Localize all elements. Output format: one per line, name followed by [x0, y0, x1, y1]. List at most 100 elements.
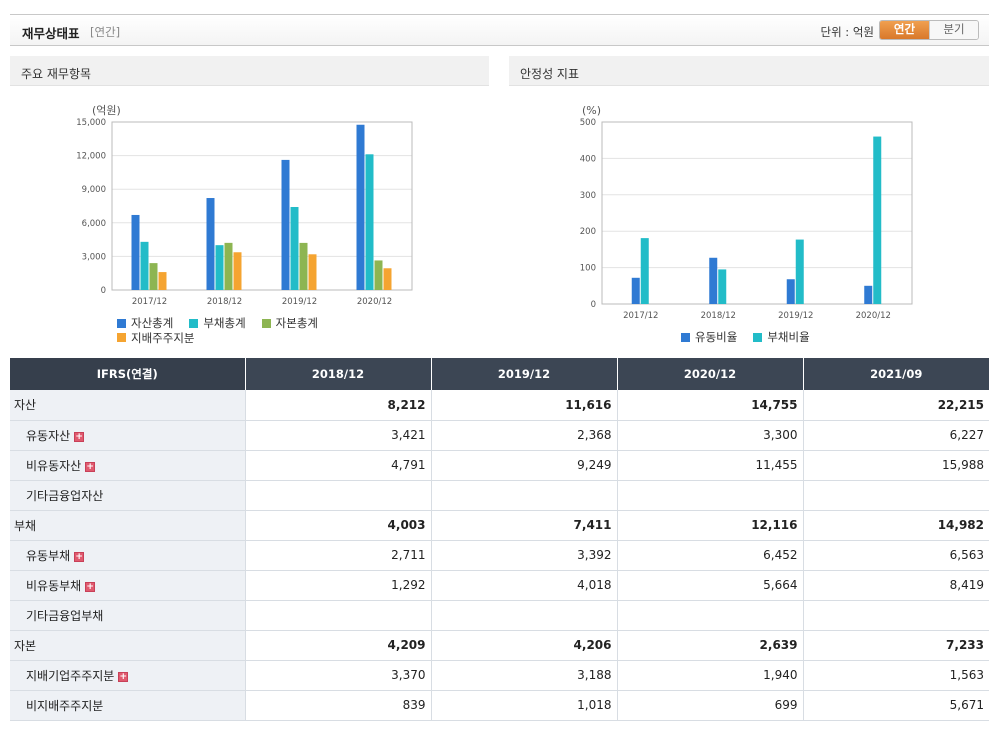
section-title: 재무상태표 [22, 26, 80, 41]
table-row: 비지배주주지분 839 1,018 699 5,671 [10, 690, 989, 721]
value-cell: 3,392 [430, 540, 617, 571]
value-cell: 11,616 [430, 390, 617, 421]
legend-label: 자산총계 [131, 316, 174, 330]
row-label-cell: 유동부채 + [10, 540, 245, 571]
y-tick-label: 15,000 [76, 118, 106, 128]
bar [356, 124, 365, 290]
value-cell: 1,563 [802, 660, 989, 691]
bar [281, 159, 290, 290]
row-label: 지배기업주주지분 [26, 668, 115, 683]
column-header: 2018/12 [244, 358, 431, 390]
expand-icon[interactable]: + [74, 551, 85, 562]
y-tick-label: 400 [580, 154, 596, 164]
value-cell: 1,940 [616, 660, 803, 691]
value-cell: 2,711 [244, 540, 431, 571]
row-label: 기타금융업자산 [26, 488, 104, 503]
bar [149, 263, 158, 290]
value-cell: 14,755 [616, 390, 803, 421]
bar [308, 254, 317, 290]
value-cell [802, 480, 989, 511]
table-row: 비유동부채 +1,292 4,018 5,664 8,419 [10, 570, 989, 601]
expand-icon[interactable]: + [85, 461, 96, 472]
legend-item: 유동비율 [681, 330, 737, 344]
value-cell: 6,227 [802, 420, 989, 451]
bar [786, 279, 795, 304]
value-cell: 2,368 [430, 420, 617, 451]
y-tick-label: 100 [580, 264, 596, 274]
value-cell: 14,982 [802, 510, 989, 541]
legend-label: 부채총계 [203, 316, 246, 330]
bar [873, 136, 882, 304]
legend-item: 자본총계 [261, 316, 318, 330]
main-items-legend: 자산총계 부채총계 자본총계 지배주주지분 [117, 316, 417, 345]
stability-panel: 안정성 지표 (%) 0 100 200 300 400 500 2017/12 2018/12… [509, 56, 989, 356]
x-tick-label: 2018/12 [701, 311, 736, 321]
y-tick-label: 200 [580, 227, 596, 237]
stability-chart: (%) 0 100 200 300 400 500 2017/12 2018/12 2019/12… [580, 104, 913, 321]
bar [140, 241, 149, 290]
legend-item: 부채비율 [753, 330, 810, 344]
bar [215, 245, 224, 290]
value-cell: 22,215 [802, 390, 989, 421]
section-header: 재무상태표 [연간] 단위 : 억원 연간 분기 [10, 14, 989, 46]
unit-label: 단위 : 억원 [820, 25, 874, 39]
value-cell: 839 [244, 690, 431, 721]
value-cell: 11,455 [616, 450, 803, 481]
period-toggle: 연간 분기 [879, 20, 979, 40]
row-label: 부채 [14, 518, 37, 533]
chart-unit-label: (억원) [92, 104, 121, 117]
value-cell: 5,671 [802, 690, 989, 721]
value-cell: 4,209 [244, 630, 431, 661]
table-row: 기타금융업자산 [10, 480, 989, 511]
quarter-toggle-button[interactable]: 분기 [929, 21, 978, 39]
row-label: 유동자산 [26, 428, 71, 443]
y-tick-label: 6,000 [82, 219, 106, 229]
value-cell: 7,411 [430, 510, 617, 541]
value-cell: 699 [616, 690, 803, 721]
plot-frame [601, 121, 913, 305]
expand-icon[interactable]: + [118, 671, 129, 682]
stability-title: 안정성 지표 [509, 56, 989, 86]
y-tick-label: 300 [580, 191, 596, 201]
value-cell: 8,212 [244, 390, 431, 421]
y-tick-label: 3,000 [82, 252, 106, 262]
value-cell: 5,664 [616, 570, 803, 601]
table-row: 비유동자산 +4,791 9,249 11,455 15,988 [10, 450, 989, 481]
value-cell: 4,003 [244, 510, 431, 541]
value-cell [430, 480, 617, 511]
value-cell [430, 600, 617, 631]
row-label-cell: 부채 [10, 510, 245, 541]
expand-icon[interactable]: + [85, 581, 96, 592]
row-label: 자산 [14, 398, 37, 413]
row-label: 기타금융업부채 [26, 608, 104, 623]
expand-icon[interactable]: + [74, 431, 85, 442]
value-cell: 4,791 [244, 450, 431, 481]
bar [299, 242, 308, 290]
table-row: 자산 8,212 11,616 14,755 22,215 [10, 390, 989, 421]
bar [158, 272, 167, 290]
legend-label: 유동비율 [695, 330, 738, 344]
bar [233, 252, 242, 290]
column-header: 2019/12 [430, 358, 617, 390]
x-tick-label: 2020/12 [856, 311, 891, 321]
row-label-cell: 기타금융업부채 [10, 600, 245, 631]
value-cell: 12,116 [616, 510, 803, 541]
main-items-chart: (억원) 0 3,000 6,000 9,000 12,000 15,000 2017/12 2… [76, 104, 413, 307]
ifrs-header: IFRS(연결) [10, 358, 245, 390]
value-cell: 3,421 [244, 420, 431, 451]
row-label-cell: 지배기업주주지분 + [10, 660, 245, 691]
value-cell [244, 600, 431, 631]
y-tick-label: 0 [591, 300, 596, 310]
row-label: 자본 [14, 638, 37, 653]
row-label-cell: 유동자산 + [10, 420, 245, 451]
bar [383, 268, 392, 290]
value-cell [802, 600, 989, 631]
value-cell: 7,233 [802, 630, 989, 661]
value-cell: 8,419 [802, 570, 989, 601]
value-cell [616, 600, 803, 631]
annual-toggle-button[interactable]: 연간 [880, 21, 929, 39]
bar [365, 154, 374, 290]
bar [718, 269, 727, 304]
value-cell: 3,370 [244, 660, 431, 691]
legend-swatch [117, 333, 126, 342]
